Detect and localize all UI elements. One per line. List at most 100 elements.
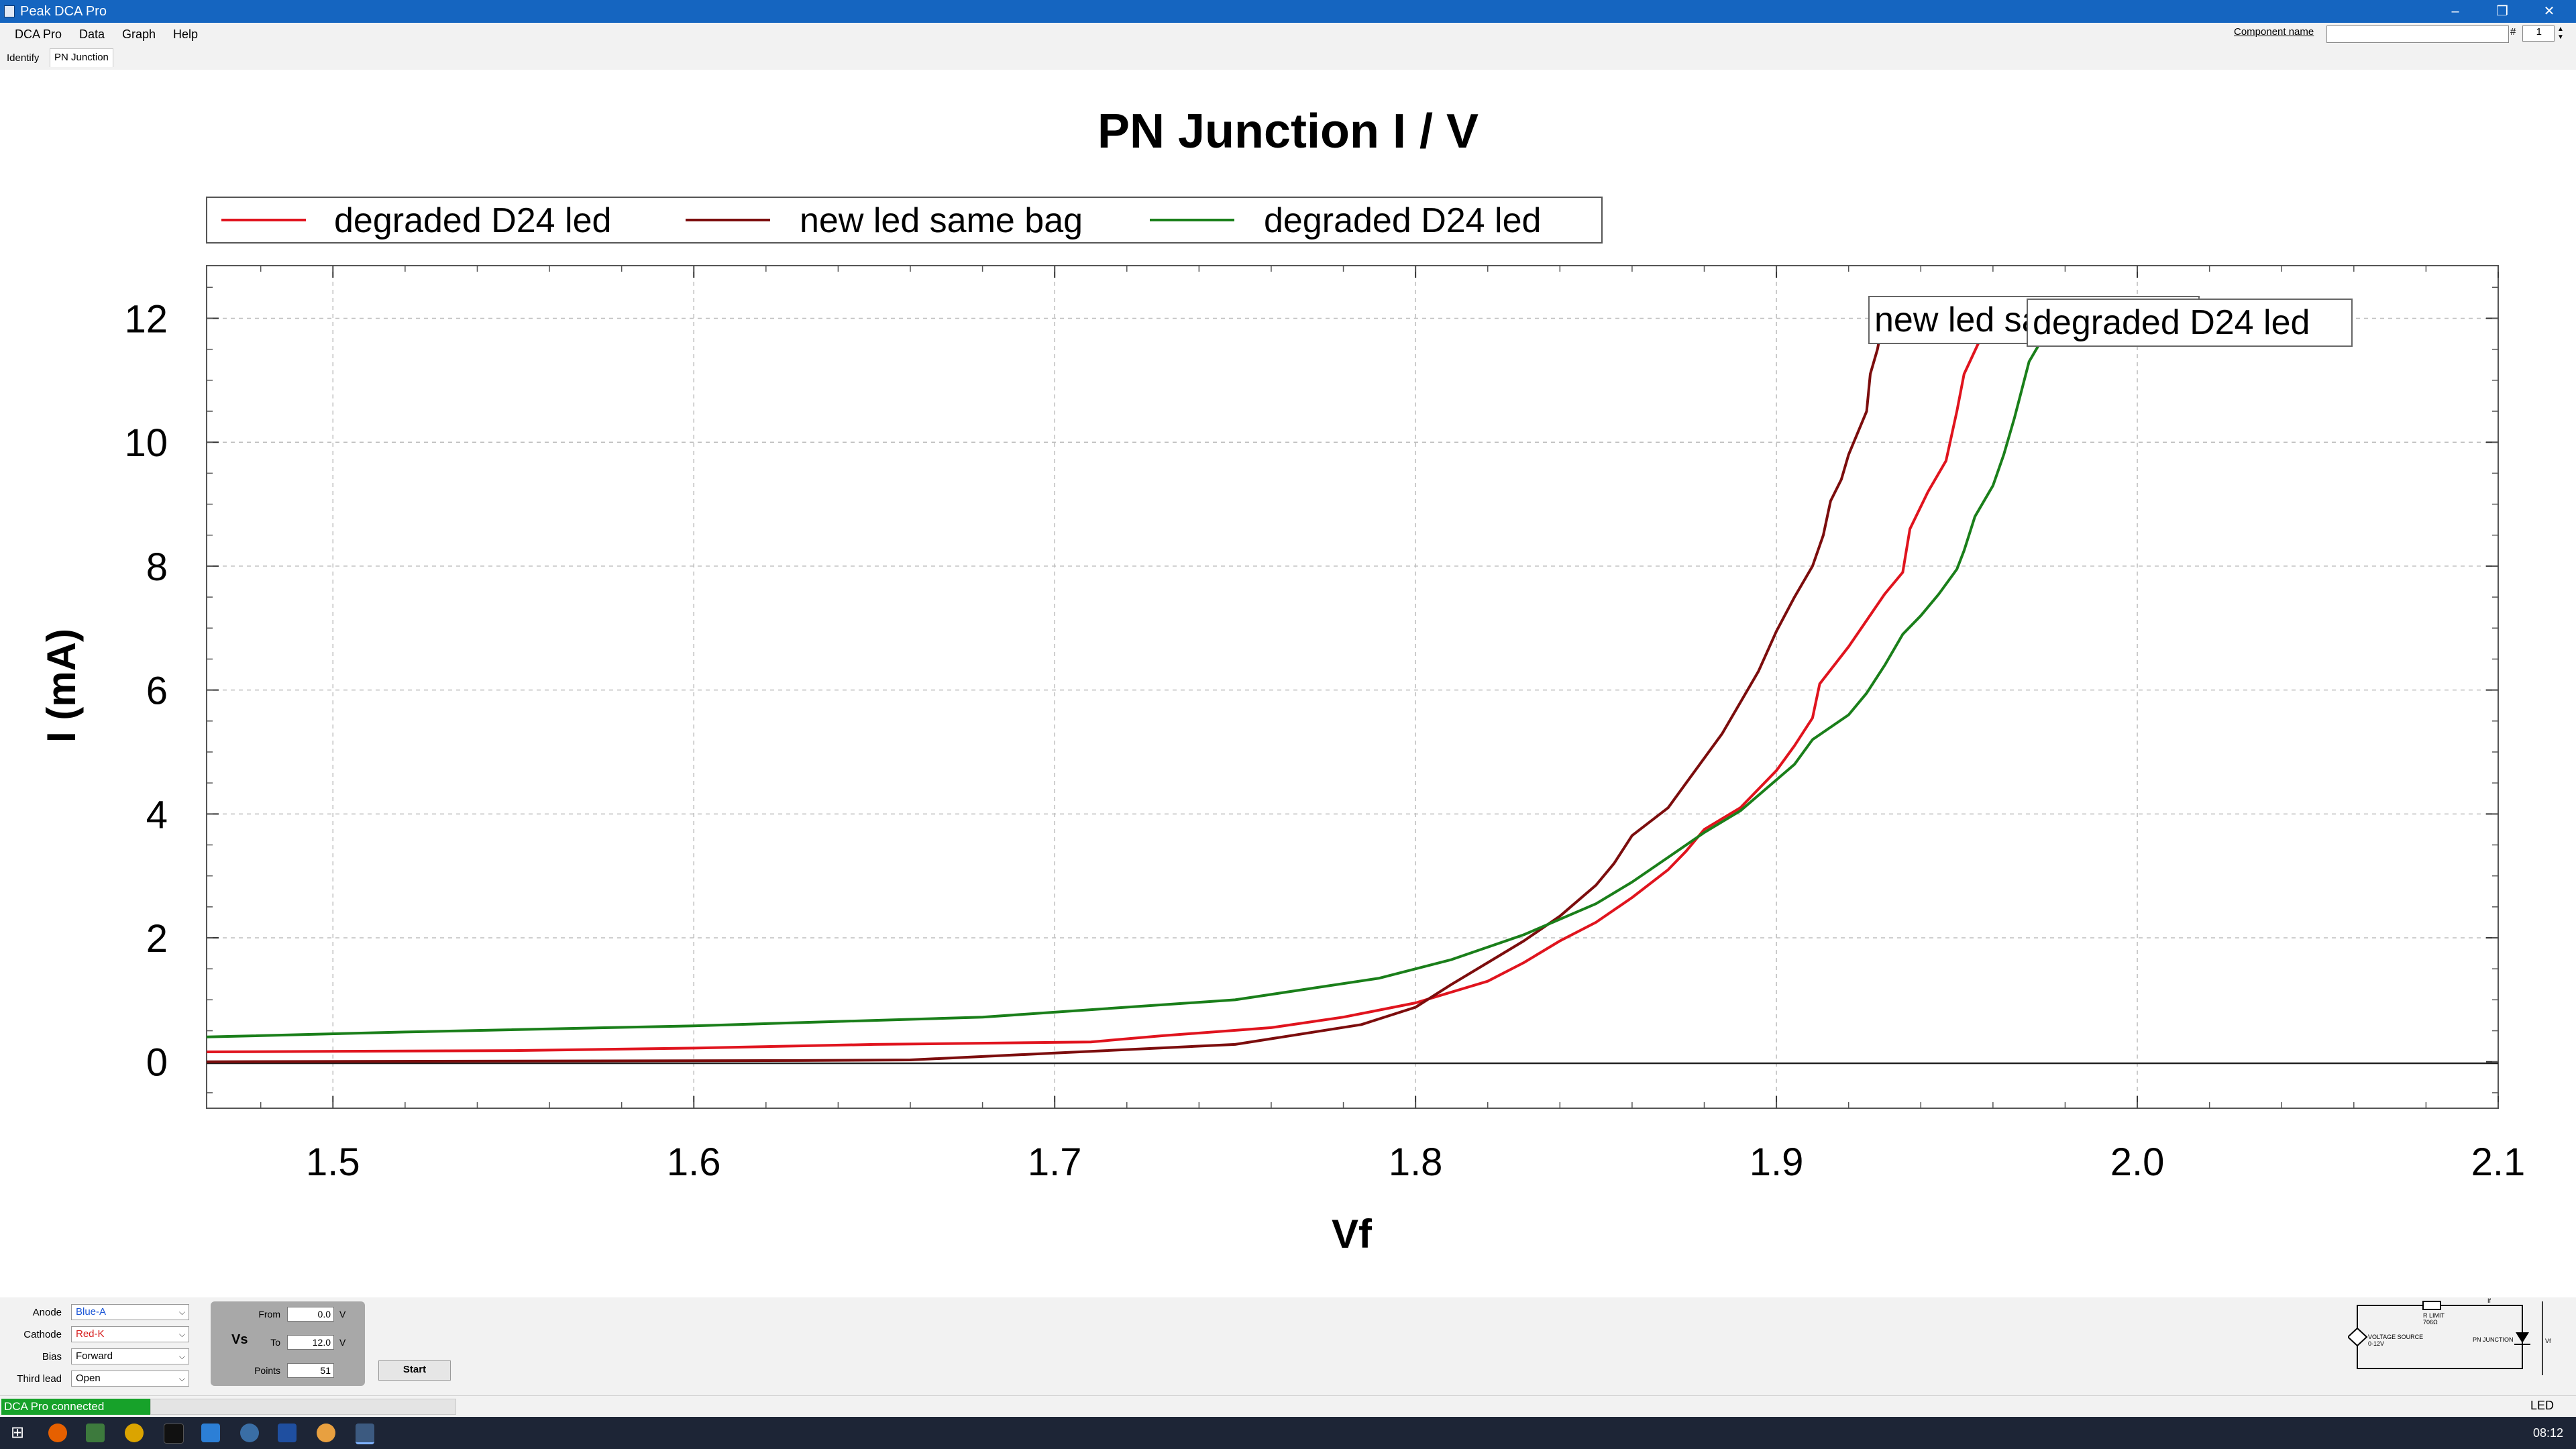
editor-icon[interactable] bbox=[278, 1424, 297, 1442]
vs-label: Vs bbox=[231, 1332, 248, 1347]
legend-label-3: degraded D24 led bbox=[1264, 201, 1541, 240]
third-lead-select[interactable]: Open ⌵ bbox=[71, 1371, 189, 1387]
vs-to-unit: V bbox=[339, 1337, 346, 1348]
bias-select[interactable]: Forward ⌵ bbox=[71, 1348, 189, 1364]
y-tick-label: 0 bbox=[146, 1041, 168, 1085]
x-axis-label: Vf bbox=[1332, 1212, 1373, 1256]
chevron-down-icon: ⌵ bbox=[178, 1330, 185, 1339]
files-icon[interactable] bbox=[201, 1424, 220, 1442]
menu-graph[interactable]: Graph bbox=[122, 28, 156, 41]
annotation-text-degraded: degraded D24 led bbox=[2033, 303, 2310, 342]
window-title: Peak DCA Pro bbox=[20, 4, 107, 19]
browser-icon[interactable] bbox=[240, 1424, 259, 1442]
plot-area bbox=[206, 265, 2499, 1109]
current-label: If bbox=[2487, 1297, 2491, 1304]
controls-panel bbox=[0, 1297, 2576, 1395]
close-button[interactable]: ✕ bbox=[2543, 4, 2555, 19]
diode-symbol bbox=[2516, 1332, 2529, 1343]
dca-pro-taskbar-icon[interactable] bbox=[356, 1424, 374, 1444]
component-number-input[interactable]: 1 bbox=[2522, 25, 2555, 42]
series-line-3 bbox=[206, 305, 2067, 1038]
status-bar: DCA Pro connected LED bbox=[0, 1395, 2576, 1416]
minor-ticks bbox=[207, 266, 2499, 1108]
anode-select[interactable]: Blue-A ⌵ bbox=[71, 1304, 189, 1320]
x-tick-label: 1.8 bbox=[1389, 1140, 1443, 1184]
bias-value: Forward bbox=[76, 1350, 113, 1362]
vs-from-unit: V bbox=[339, 1309, 346, 1320]
series-layer bbox=[206, 305, 2067, 1063]
restore-button[interactable]: ❐ bbox=[2496, 4, 2508, 19]
x-tick-label: 2.0 bbox=[2110, 1140, 2165, 1184]
y-tick-labels: 0 2 4 6 8 10 12 bbox=[124, 298, 168, 1085]
tab-pn-junction[interactable]: PN Junction bbox=[50, 48, 113, 67]
start-button[interactable]: Start bbox=[378, 1360, 451, 1381]
vs-points-label: Points bbox=[254, 1365, 280, 1376]
progress-track bbox=[150, 1399, 456, 1415]
y-tick-label: 12 bbox=[124, 298, 168, 341]
vs-from-label: From bbox=[258, 1309, 280, 1320]
app-icon-green[interactable] bbox=[86, 1424, 105, 1442]
title-bar: Peak DCA Pro – ❐ ✕ bbox=[0, 0, 2576, 23]
legend-label-1: degraded D24 led bbox=[334, 201, 611, 240]
source-label: VOLTAGE SOURCE bbox=[2368, 1334, 2423, 1340]
legend-box bbox=[206, 197, 1603, 244]
component-hash-label: # bbox=[2510, 26, 2516, 38]
third-lead-label: Third lead bbox=[17, 1373, 62, 1385]
vs-to-input[interactable]: 12.0 bbox=[287, 1335, 334, 1350]
chrome-icon[interactable] bbox=[125, 1424, 144, 1442]
menu-dca-pro[interactable]: DCA Pro bbox=[15, 28, 62, 41]
vs-from-input[interactable]: 0.0 bbox=[287, 1307, 334, 1322]
annotation-degraded: degraded D24 led bbox=[2027, 299, 2353, 347]
vs-to-label: To bbox=[270, 1337, 280, 1348]
cathode-label: Cathode bbox=[23, 1329, 62, 1340]
anode-value: Blue-A bbox=[76, 1306, 107, 1318]
legend-label-2: new led same bag bbox=[800, 201, 1083, 240]
legend: degraded D24 led new led same bag degrad… bbox=[206, 197, 1603, 244]
schematic-diagram: R LIMIT 706Ω VOLTAGE SOURCE 0-12V PN JUN… bbox=[2348, 1297, 2551, 1375]
y-tick-label: 10 bbox=[124, 421, 168, 465]
annotation-box-degraded bbox=[2027, 299, 2353, 347]
voltage-label: Vf bbox=[2545, 1338, 2551, 1344]
start-menu-icon[interactable]: ⊞ bbox=[10, 1424, 25, 1442]
vs-points-input[interactable]: 51 bbox=[287, 1363, 334, 1378]
component-number-spinner[interactable]: ▲ ▼ bbox=[2557, 25, 2564, 41]
y-tick-label: 4 bbox=[146, 793, 168, 837]
taskbar: ⊞ 08:12 bbox=[0, 1417, 2576, 1449]
chevron-down-icon: ⌵ bbox=[178, 1352, 185, 1361]
chart-title: PN Junction I / V bbox=[1097, 105, 1479, 158]
y-tick-label: 8 bbox=[146, 545, 168, 589]
media-icon[interactable] bbox=[164, 1424, 184, 1444]
chevron-down-icon: ⌵ bbox=[178, 1307, 185, 1317]
x-tick-label: 1.9 bbox=[1750, 1140, 1804, 1184]
third-lead-value: Open bbox=[76, 1373, 101, 1384]
source-range: 0-12V bbox=[2368, 1340, 2384, 1347]
x-tick-label: 1.7 bbox=[1028, 1140, 1082, 1184]
rlimit-value: 706Ω bbox=[2423, 1319, 2438, 1326]
x-tick-label: 2.1 bbox=[2471, 1140, 2526, 1184]
firefox-icon[interactable] bbox=[48, 1424, 67, 1442]
chart-panel: PN Junction I / V 1.5 1.6 1.7 1.8 1.9 2.0 2.1 … bbox=[0, 70, 2576, 1297]
menu-data[interactable]: Data bbox=[79, 28, 105, 41]
resistor-symbol bbox=[2422, 1301, 2441, 1310]
cathode-select[interactable]: Red-K ⌵ bbox=[71, 1326, 189, 1342]
voltage-source-symbol bbox=[2348, 1327, 2368, 1347]
y-tick-label: 6 bbox=[146, 669, 168, 713]
y-axis-label: I (mA) bbox=[39, 629, 84, 743]
clock: 08:12 bbox=[2533, 1426, 2564, 1440]
series-line-2 bbox=[206, 311, 1886, 1063]
minimize-button[interactable]: – bbox=[2451, 4, 2459, 19]
component-name-input[interactable] bbox=[2326, 25, 2509, 43]
anode-label: Anode bbox=[32, 1307, 62, 1318]
app-icon bbox=[4, 5, 15, 17]
component-name-label: Component name bbox=[2234, 26, 2314, 38]
tab-identify[interactable]: Identify bbox=[7, 52, 40, 64]
x-tick-labels: 1.5 1.6 1.7 1.8 1.9 2.0 2.1 bbox=[306, 1140, 2525, 1184]
chevron-down-icon: ⌵ bbox=[178, 1374, 185, 1383]
menu-bar: DCA Pro Data Graph Help Component name #… bbox=[0, 23, 2576, 47]
app-icon-orange[interactable] bbox=[317, 1424, 335, 1442]
x-tick-label: 1.6 bbox=[667, 1140, 721, 1184]
menu-help[interactable]: Help bbox=[173, 28, 199, 41]
connection-status: DCA Pro connected bbox=[1, 1399, 150, 1415]
tab-strip: Identify PN Junction bbox=[0, 47, 2576, 70]
cathode-value: Red-K bbox=[76, 1328, 105, 1340]
